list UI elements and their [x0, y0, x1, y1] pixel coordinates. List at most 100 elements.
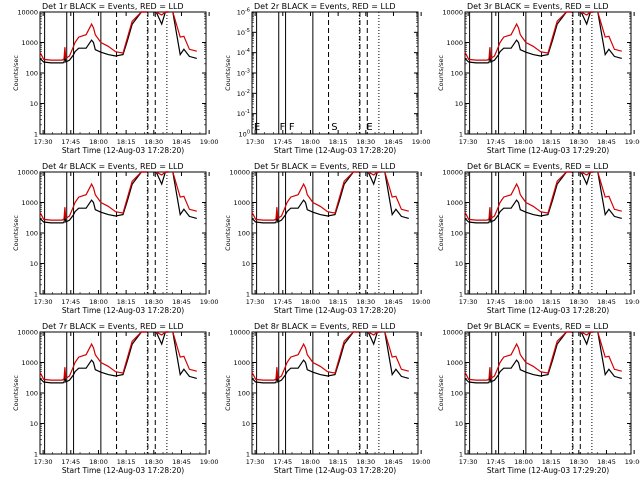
x-tick-label: 18:30	[144, 298, 163, 306]
y-axis-label: Counts/sec	[224, 375, 232, 411]
y-tick-label: 10000	[442, 329, 463, 337]
chart-title: Det 8r BLACK = Events, RED = LLD	[254, 322, 396, 331]
y-tick-label: 10000	[17, 169, 38, 177]
x-tick-label: 19:00	[200, 458, 219, 466]
x-tick-label: 18:30	[569, 298, 588, 306]
series-line-lld	[464, 331, 622, 381]
y-tick-label: 100	[451, 70, 463, 78]
y-tick-label: 10000	[17, 329, 38, 337]
x-tick-label: 18:30	[144, 138, 163, 146]
chart-title: Det 5r BLACK = Events, RED = LLD	[254, 162, 396, 171]
series-line-events	[464, 331, 622, 384]
chart-title: Det 2r BLACK = Events, RED = LLD	[254, 2, 396, 11]
y-tick-label: 10	[242, 420, 250, 428]
x-tick-label: 17:30	[246, 458, 265, 466]
y-tick-label: 1	[459, 131, 463, 139]
x-tick-label: 19:00	[412, 298, 431, 306]
y-tick-label: 10	[30, 260, 38, 268]
x-tick-label: 18:30	[356, 138, 375, 146]
x-tick-label: 19:00	[200, 138, 219, 146]
chart-panel-5: Det 5r BLACK = Events, RED = LLD 1 10 100 10…	[224, 162, 431, 315]
chart-title: Det 3r BLACK = Events, RED = LLD	[467, 2, 609, 11]
x-axis-label: Start Time (12-Aug-03 17:28:20)	[274, 306, 396, 315]
y-tick-label: 10-6	[237, 8, 250, 17]
plot-frame	[39, 171, 207, 295]
plot-frame	[464, 331, 632, 455]
y-tick-label: 1	[34, 451, 38, 459]
y-tick-label: 10	[30, 100, 38, 108]
y-tick-label: 1000	[233, 199, 250, 207]
y-tick-label: 10-4	[237, 48, 250, 57]
x-tick-label: 17:30	[34, 458, 53, 466]
y-tick-label: 1	[34, 131, 38, 139]
x-tick-label: 17:30	[459, 298, 478, 306]
x-tick-label: 17:45	[273, 298, 292, 306]
y-tick-label: 1	[246, 291, 250, 299]
x-tick-label: 18:00	[89, 298, 108, 306]
y-tick-label: 1	[246, 451, 250, 459]
y-tick-label: 10	[455, 420, 463, 428]
y-tick-label: 10	[455, 260, 463, 268]
chart-panel-8: Det 8r BLACK = Events, RED = LLD 1 10 100 10…	[224, 322, 431, 475]
y-axis-label: Counts/sec	[12, 215, 20, 251]
x-tick-label: 18:45	[597, 458, 616, 466]
x-tick-label: 17:30	[34, 298, 53, 306]
chart-panel-3: Det 3r BLACK = Events, RED = LLD 1 10 100 10…	[437, 2, 640, 155]
x-tick-label: 18:30	[569, 458, 588, 466]
x-axis-label: Start Time (12-Aug-03 17:28:20)	[62, 466, 184, 475]
x-tick-label: 17:30	[34, 138, 53, 146]
x-tick-label: 17:30	[459, 138, 478, 146]
chart-panel-2: Det 2r BLACK = Events, RED = LLD 100 10-1 1…	[224, 2, 431, 155]
x-tick-label: 18:30	[144, 458, 163, 466]
x-axis-label: Start Time (12-Aug-03 17:28:20)	[62, 306, 184, 315]
flag-marker: E	[254, 122, 260, 133]
x-tick-label: 18:00	[301, 298, 320, 306]
x-tick-label: 18:15	[117, 458, 136, 466]
x-tick-label: 17:45	[486, 458, 505, 466]
x-tick-label: 18:45	[172, 298, 191, 306]
x-tick-label: 19:00	[625, 458, 640, 466]
y-tick-label: 10	[242, 260, 250, 268]
y-tick-label: 10	[455, 100, 463, 108]
series-line-events	[464, 171, 622, 224]
plot-frame	[251, 171, 419, 295]
x-tick-label: 17:30	[459, 458, 478, 466]
y-tick-label: 10000	[442, 9, 463, 17]
x-tick-label: 18:00	[301, 458, 320, 466]
y-axis-label: Counts/sec	[437, 375, 445, 411]
y-tick-label: 1	[459, 291, 463, 299]
chart-title: Det 9r BLACK = Events, RED = LLD	[467, 322, 609, 331]
x-tick-label: 19:00	[200, 298, 219, 306]
flag-marker: F	[280, 122, 286, 133]
plot-frame	[251, 331, 419, 455]
y-tick-label: 10000	[17, 9, 38, 17]
y-tick-label: 10	[30, 420, 38, 428]
series-line-events	[251, 171, 409, 224]
y-tick-label: 10-1	[237, 109, 250, 118]
plot-frame	[464, 171, 632, 295]
y-tick-label: 100	[26, 230, 38, 238]
x-tick-label: 18:45	[597, 298, 616, 306]
x-axis-label: Start Time (12-Aug-03 17:28:20)	[487, 306, 609, 315]
x-tick-label: 18:15	[117, 298, 136, 306]
x-tick-label: 18:15	[542, 298, 561, 306]
series-line-lld	[251, 331, 409, 381]
plot-frame	[39, 11, 207, 135]
flag-marker: E	[366, 122, 372, 133]
x-tick-label: 18:45	[597, 138, 616, 146]
x-tick-label: 17:30	[246, 138, 265, 146]
y-tick-label: 1000	[233, 359, 250, 367]
series-line-lld	[39, 331, 197, 381]
chart-title: Det 6r BLACK = Events, RED = LLD	[467, 162, 609, 171]
x-tick-label: 18:00	[514, 138, 533, 146]
x-tick-label: 18:30	[569, 138, 588, 146]
chart-title: Det 4r BLACK = Events, RED = LLD	[42, 162, 184, 171]
chart-panel-7: Det 7r BLACK = Events, RED = LLD 1 10 100 10…	[12, 322, 219, 475]
chart-title: Det 1r BLACK = Events, RED = LLD	[42, 2, 184, 11]
y-tick-label: 1	[459, 451, 463, 459]
x-tick-label: 18:30	[356, 298, 375, 306]
y-axis-label: Counts/sec	[437, 55, 445, 91]
x-tick-label: 18:45	[384, 298, 403, 306]
y-tick-label: 1000	[446, 39, 463, 47]
